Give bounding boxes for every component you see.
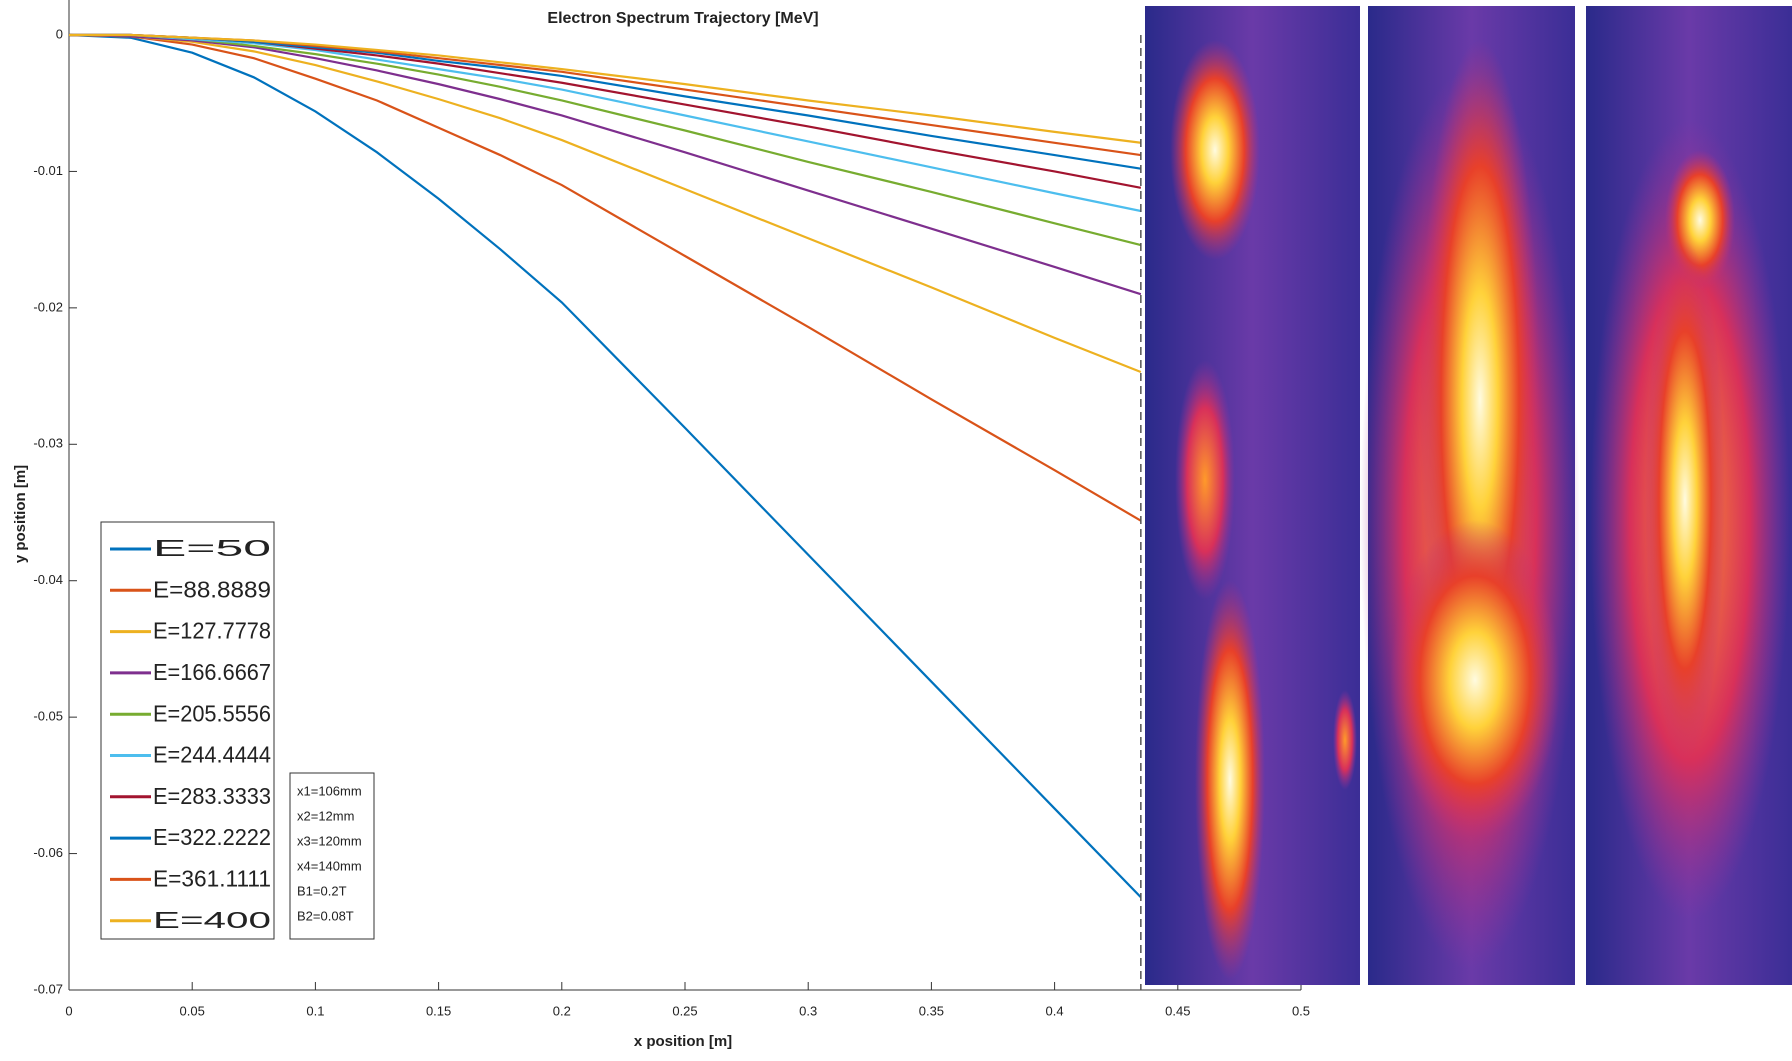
series-line bbox=[68, 33, 1142, 374]
legend-label: E=166.6667 bbox=[153, 659, 271, 685]
series-line bbox=[69, 33, 1142, 213]
x-axis-label: x position [m] bbox=[634, 1033, 732, 1050]
legend-label: E=283.3333 bbox=[153, 783, 271, 809]
x-tick-label: 0.3 bbox=[799, 1003, 817, 1018]
x-tick-label: 0.1 bbox=[306, 1003, 324, 1018]
legend-label: E=205.5556 bbox=[153, 700, 271, 726]
image-panel bbox=[1586, 6, 1792, 985]
y-tick-label: -0.02 bbox=[33, 299, 63, 314]
image-panel bbox=[1360, 6, 1580, 985]
y-tick-label: 0 bbox=[56, 26, 63, 41]
series-line bbox=[69, 33, 1141, 144]
x-tick-label: 0.05 bbox=[180, 1003, 205, 1018]
annotation-box: x1=106mm x2=12mm x3=120mm x4=140mm B1=0.2T B2… bbox=[289, 772, 375, 940]
y-tick-label: -0.03 bbox=[33, 436, 63, 451]
y-tick-label: -0.04 bbox=[33, 572, 63, 587]
annotation: x1=106mm bbox=[297, 783, 362, 798]
legend-label: E=244.4444 bbox=[153, 742, 271, 768]
legend-label: E=361.1111 bbox=[153, 865, 271, 891]
series-line bbox=[68, 33, 1142, 898]
y-tick-label: -0.06 bbox=[33, 845, 63, 860]
image-panels bbox=[1145, 6, 1792, 985]
x-tick-label: 0.25 bbox=[672, 1003, 697, 1018]
legend: E=50 E=88.8889 E=127.7778 E=166.6667 E=205.5… bbox=[100, 521, 275, 940]
legend-label: E=127.7778 bbox=[153, 618, 271, 644]
series-line bbox=[68, 33, 1142, 522]
y-tick-label: -0.07 bbox=[33, 981, 63, 996]
series-line bbox=[69, 33, 1142, 170]
x-tick-label: 0 bbox=[65, 1003, 72, 1018]
image-panel bbox=[1145, 6, 1360, 985]
x-tick-label: 0.2 bbox=[553, 1003, 571, 1018]
legend-label: E=400 bbox=[153, 907, 271, 933]
legend-label: E=322.2222 bbox=[153, 824, 271, 850]
legend-label: E=88.8889 bbox=[153, 576, 271, 602]
x-tick-label: 0.45 bbox=[1165, 1003, 1190, 1018]
annotation: x2=12mm bbox=[297, 808, 354, 823]
y-axis-label: y position [m] bbox=[12, 465, 29, 563]
series-line bbox=[69, 33, 1142, 247]
annotation: x4=140mm bbox=[297, 858, 362, 873]
y-tick-label: -0.05 bbox=[33, 709, 63, 724]
x-tick-label: 0.15 bbox=[426, 1003, 451, 1018]
x-tick-label: 0.35 bbox=[919, 1003, 944, 1018]
series-line bbox=[68, 33, 1142, 296]
annotation: B2=0.08T bbox=[297, 908, 354, 923]
y-tick-label: -0.01 bbox=[33, 163, 63, 178]
plot-area: 0 0.05 0.1 0.15 0.2 0.25 0.3 0.35 0.4 0.45 0.50-0.… bbox=[33, 0, 1310, 1018]
chart-title: Electron Spectrum Trajectory [MeV] bbox=[547, 10, 818, 27]
annotation: B1=0.2T bbox=[297, 883, 347, 898]
annotation: x3=120mm bbox=[297, 833, 362, 848]
x-tick-label: 0.5 bbox=[1292, 1003, 1310, 1018]
x-tick-label: 0.4 bbox=[1046, 1003, 1064, 1018]
legend-label: E=50 bbox=[153, 535, 271, 561]
